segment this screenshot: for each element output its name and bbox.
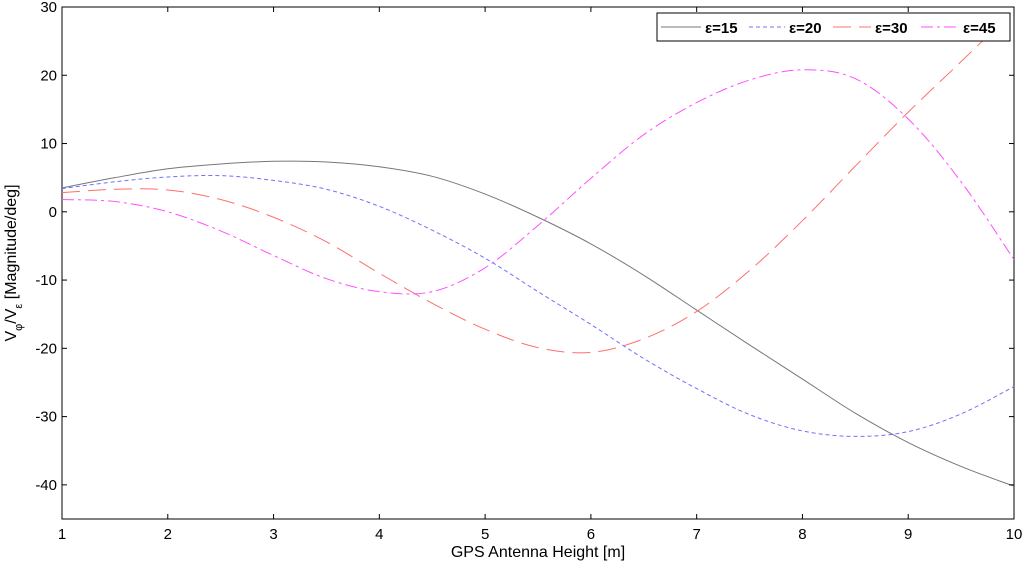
legend-label-1: ε=15 bbox=[705, 20, 738, 37]
legend-label-3: ε=30 bbox=[875, 20, 908, 37]
legend: ε=15 ε=20 ε=30 ε=45 bbox=[656, 12, 1011, 42]
series-line-3 bbox=[61, 10, 1015, 354]
series-line-2 bbox=[61, 174, 1015, 437]
series-line-1 bbox=[61, 160, 1015, 487]
legend-label-4: ε=45 bbox=[963, 20, 996, 37]
x-tick-label: 8 bbox=[798, 526, 806, 543]
y-axis-title-sub1: φ bbox=[13, 324, 25, 331]
x-tick-label: 3 bbox=[269, 526, 277, 543]
y-tick-label: 20 bbox=[40, 67, 57, 84]
ticks-layer: 1 2 3 4 5 6 7 8 9 10 30 20 10 0 -10 -20 -30 -40 bbox=[35, 0, 1022, 543]
x-tick-label: 10 bbox=[1006, 526, 1023, 543]
y-axis-title-tail: [Magnitude/deg] bbox=[3, 184, 20, 303]
series-line-4 bbox=[61, 69, 1015, 295]
x-tick-label: 5 bbox=[481, 526, 489, 543]
series-layer bbox=[61, 10, 1015, 487]
x-tick-label: 9 bbox=[904, 526, 912, 543]
y-axis-title: Vφ/Vε [Magnitude/deg] bbox=[3, 184, 25, 341]
y-tick-label: 0 bbox=[49, 204, 57, 221]
legend-label-2: ε=20 bbox=[789, 20, 822, 37]
y-axis-title-mid: /V bbox=[3, 308, 20, 323]
y-tick-label: 10 bbox=[40, 136, 57, 153]
y-axis-title-main: V bbox=[3, 331, 20, 342]
x-axis-title: GPS Antenna Height [m] bbox=[451, 544, 625, 561]
x-tick-label: 2 bbox=[164, 526, 172, 543]
x-tick-label: 1 bbox=[58, 526, 66, 543]
y-tick-label: -10 bbox=[35, 272, 57, 289]
x-tick-label: 6 bbox=[587, 526, 595, 543]
x-tick-label: 7 bbox=[692, 526, 700, 543]
plot-area bbox=[61, 6, 1015, 520]
y-tick-label: 30 bbox=[40, 0, 57, 16]
x-tick-label: 4 bbox=[375, 526, 383, 543]
y-tick-label: -20 bbox=[35, 340, 57, 357]
y-tick-label: -40 bbox=[35, 477, 57, 494]
y-axis-title-sub2: ε bbox=[13, 304, 25, 309]
y-tick-label: -30 bbox=[35, 409, 57, 426]
